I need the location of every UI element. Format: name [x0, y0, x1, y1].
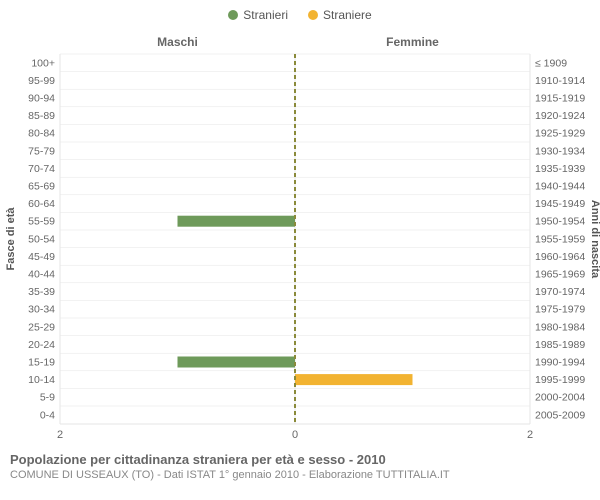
- legend-item-male: Stranieri: [228, 8, 288, 22]
- age-label: 20-24: [28, 339, 55, 351]
- legend-swatch-female: [308, 10, 318, 20]
- legend: Stranieri Straniere: [0, 0, 600, 26]
- birth-label: 1950-1954: [535, 216, 585, 228]
- age-label: 70-74: [28, 163, 55, 175]
- age-label: 85-89: [28, 110, 55, 122]
- birth-label: 1955-1959: [535, 233, 585, 245]
- age-label: 75-79: [28, 145, 55, 157]
- bar-female: [295, 374, 413, 385]
- birth-label: 1995-1999: [535, 374, 585, 386]
- right-axis-title: Anni di nascita: [589, 200, 600, 279]
- birth-label: 1935-1939: [535, 163, 585, 175]
- chart-title: Popolazione per cittadinanza straniera p…: [10, 452, 590, 467]
- birth-label: 2005-2009: [535, 409, 585, 421]
- birth-label: 1965-1969: [535, 269, 585, 281]
- birth-label: 1980-1984: [535, 321, 585, 333]
- x-tick: 2: [57, 429, 63, 441]
- age-label: 35-39: [28, 286, 55, 298]
- birth-label: 1945-1949: [535, 198, 585, 210]
- age-label: 5-9: [40, 392, 55, 404]
- age-label: 30-34: [28, 304, 55, 316]
- birth-label: 1975-1979: [535, 304, 585, 316]
- birth-label: 2000-2004: [535, 392, 585, 404]
- birth-label: 1985-1989: [535, 339, 585, 351]
- birth-label: 1930-1934: [535, 145, 585, 157]
- age-label: 10-14: [28, 374, 55, 386]
- age-label: 95-99: [28, 75, 55, 87]
- legend-item-female: Straniere: [308, 8, 372, 22]
- birth-label: ≤ 1909: [535, 57, 567, 69]
- bar-male: [178, 216, 296, 227]
- birth-label: 1925-1929: [535, 128, 585, 140]
- age-label: 25-29: [28, 321, 55, 333]
- age-label: 80-84: [28, 128, 55, 140]
- legend-label-male: Stranieri: [243, 8, 288, 22]
- svg-text:Maschi: Maschi: [157, 35, 198, 49]
- legend-label-female: Straniere: [323, 8, 372, 22]
- age-label: 60-64: [28, 198, 55, 210]
- age-label: 0-4: [40, 409, 55, 421]
- x-tick: 2: [527, 429, 533, 441]
- birth-label: 1920-1924: [535, 110, 585, 122]
- age-label: 65-69: [28, 181, 55, 193]
- age-label: 90-94: [28, 93, 55, 105]
- svg-text:Femmine: Femmine: [386, 35, 439, 49]
- age-label: 50-54: [28, 233, 55, 245]
- age-label: 40-44: [28, 269, 55, 281]
- birth-label: 1970-1974: [535, 286, 585, 298]
- birth-label: 1940-1944: [535, 181, 585, 193]
- birth-label: 1960-1964: [535, 251, 585, 263]
- age-label: 100+: [31, 57, 55, 69]
- age-label: 45-49: [28, 251, 55, 263]
- birth-label: 1910-1914: [535, 75, 585, 87]
- x-tick: 0: [292, 429, 298, 441]
- birth-label: 1990-1994: [535, 357, 585, 369]
- pyramid-chart: Maschi Femmine 100+ ≤ 1909 95-99 1910-1914 90-…: [0, 26, 600, 446]
- footer: Popolazione per cittadinanza straniera p…: [0, 446, 600, 481]
- chart-subtitle: COMUNE DI USSEAUX (TO) - Dati ISTAT 1° g…: [10, 469, 590, 481]
- birth-label: 1915-1919: [535, 93, 585, 105]
- age-label: 55-59: [28, 216, 55, 228]
- legend-swatch-male: [228, 10, 238, 20]
- left-axis-title: Fasce di età: [5, 207, 17, 271]
- age-label: 15-19: [28, 357, 55, 369]
- bar-male: [178, 357, 296, 368]
